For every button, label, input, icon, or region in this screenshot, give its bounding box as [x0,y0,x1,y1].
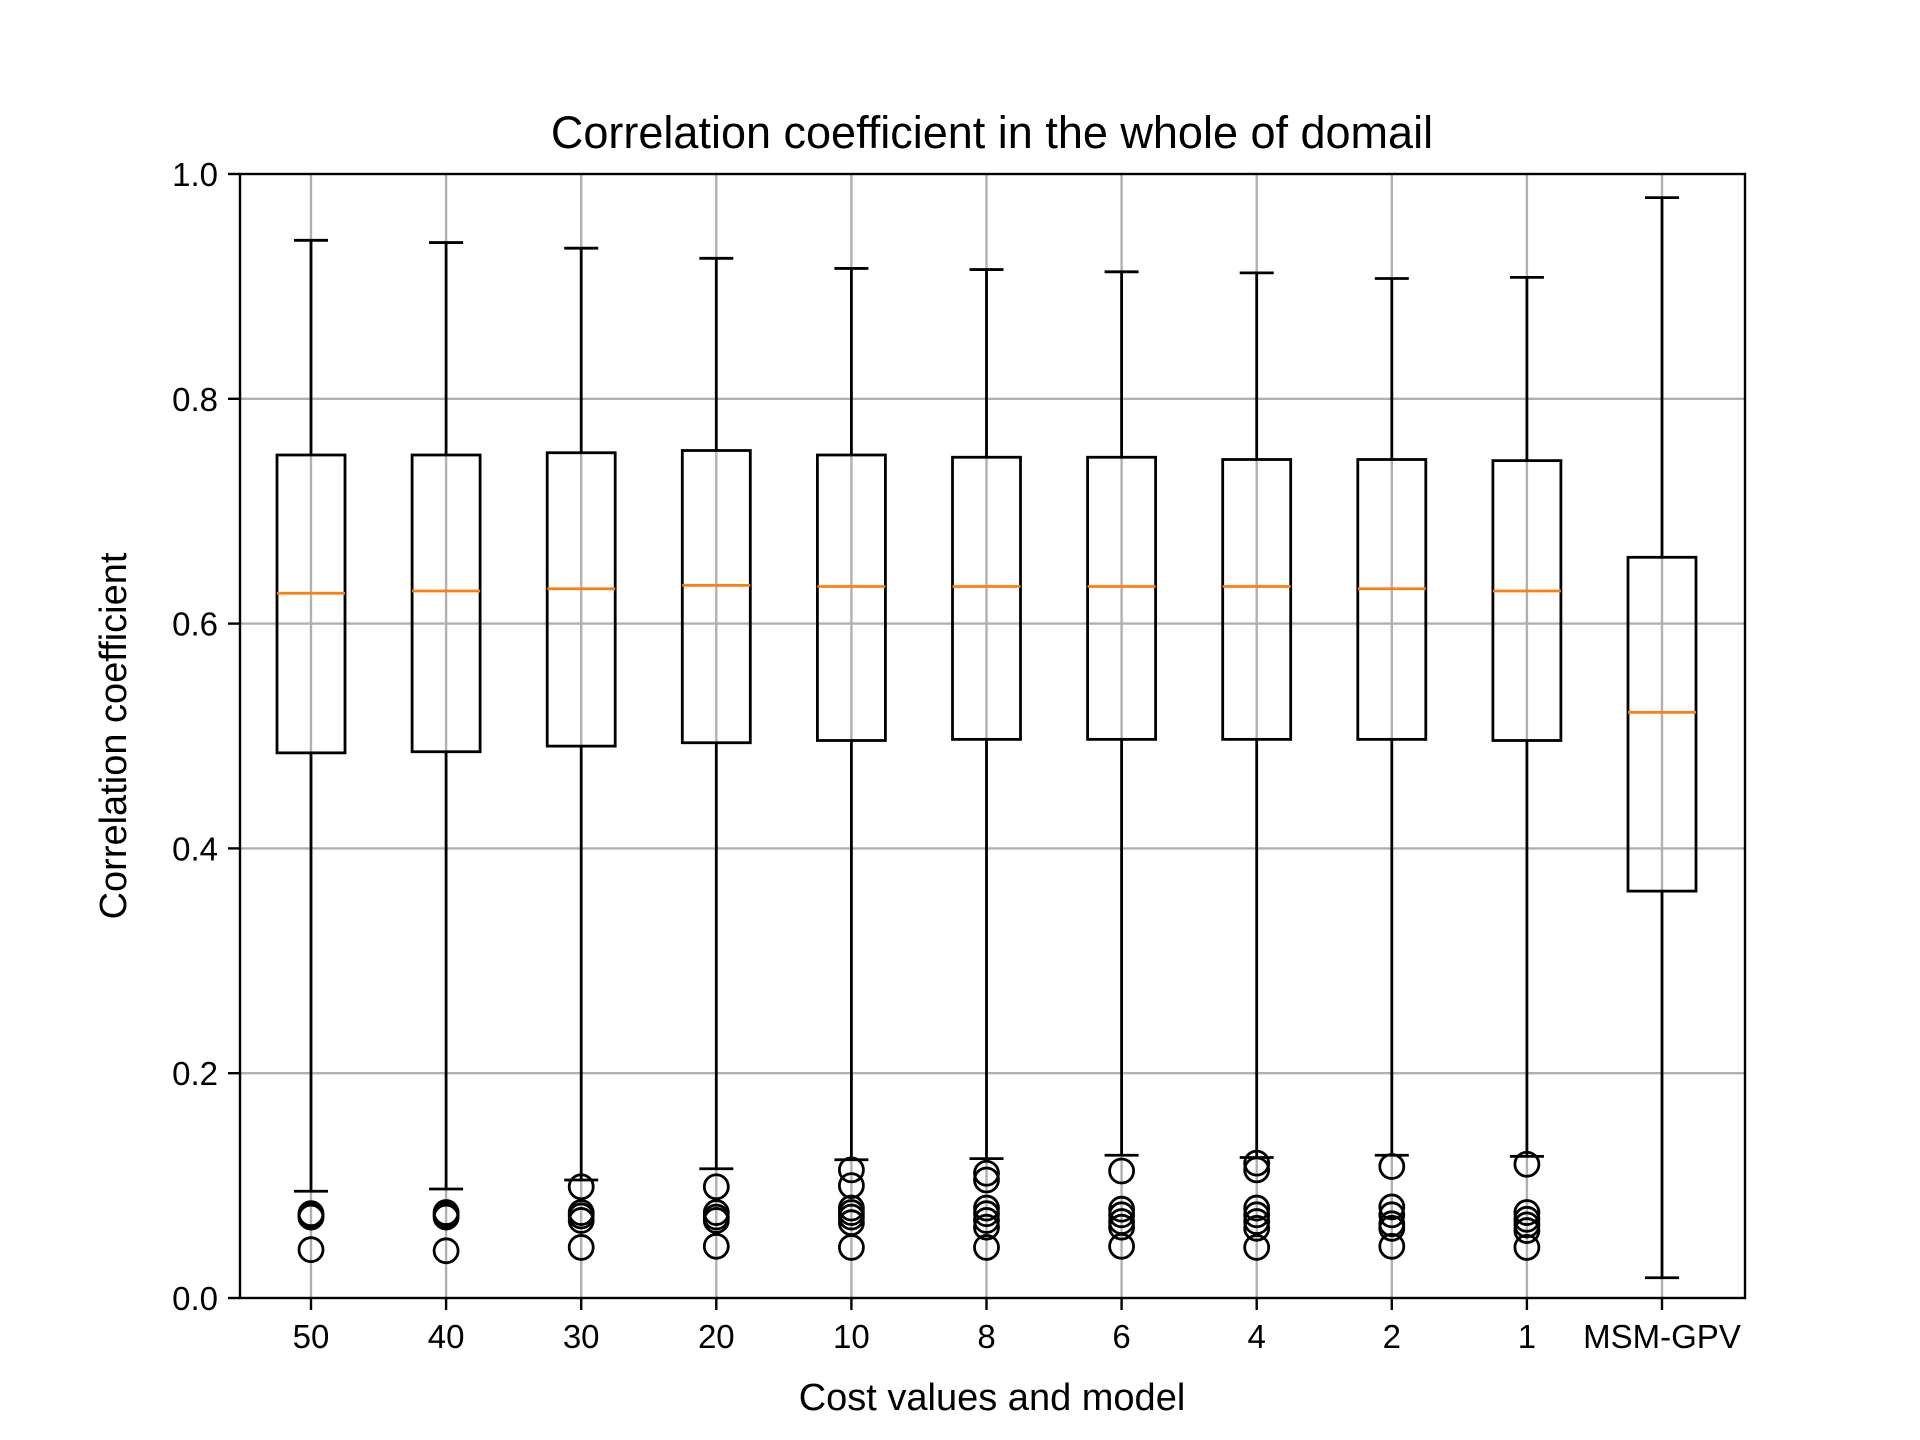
outlier-point [973,1200,1000,1228]
x-tick-label: 20 [698,1318,735,1355]
x-tick-label: 50 [293,1318,330,1355]
x-tick-label: 40 [428,1318,465,1355]
x-axis-label: Cost values and model [799,1377,1186,1419]
y-tick-label: 0.8 [172,381,218,418]
outlier-point [1378,1153,1406,1180]
outlier-point [973,1234,1000,1261]
outlier-point [432,1203,460,1231]
outlier-point [1378,1214,1406,1242]
outlier-point [1243,1208,1271,1235]
box-iqr [951,455,1022,741]
box-group-30 [545,246,617,1261]
box-group-10 [816,267,887,1261]
outlier-point [1108,1213,1135,1241]
outlier-point [432,1237,460,1265]
outlier-point [1513,1150,1541,1178]
y-tick-label: 1.0 [172,156,218,193]
y-tick-label: 0.6 [172,606,218,643]
outlier-point [1513,1217,1541,1244]
outlier-point [1108,1157,1135,1185]
box-iqr [545,451,617,748]
y-tick-label: 0.0 [172,1280,218,1317]
outlier-point [1378,1201,1406,1229]
x-tick-label: 6 [1112,1318,1130,1355]
outlier-point [973,1213,1000,1241]
x-tick-label: 30 [563,1318,600,1355]
box-iqr [410,453,482,754]
outlier-point [1243,1201,1271,1229]
outlier-point [297,1236,325,1264]
outlier-point [1243,1149,1271,1177]
box-group-MSM-GPV [1626,196,1698,1280]
box-iqr [1356,458,1428,741]
box-iqr [1491,459,1563,742]
outlier-point [1108,1232,1135,1260]
outlier-point [1378,1193,1406,1221]
box-iqr [1086,455,1157,741]
x-tick-label: 1 [1518,1318,1536,1355]
plot-frame [238,172,1747,1300]
outlier-point [1243,1156,1271,1184]
outlier-point [1243,1194,1271,1222]
box-iqr [275,453,347,755]
outlier-point [1513,1199,1541,1226]
outlier-point [297,1203,325,1231]
outlier-point [1243,1214,1271,1242]
y-axis-label: Correlation coefficient [93,552,135,919]
box-group-1 [1491,276,1563,1261]
outlier-point [1243,1234,1271,1261]
outlier-point [838,1234,865,1261]
tick-layer: 0.0 0.2 0.4 0.6 0.8 1.0 50 40 30 20 10 8 6 4 2 1 MSM-GPV [172,156,1741,1355]
box-iqr [816,453,887,742]
y-tick-label: 0.2 [172,1055,218,1092]
box-group-20 [680,256,752,1260]
box-group-40 [410,241,482,1265]
outlier-point [1513,1234,1541,1261]
x-tick-label: 4 [1248,1318,1266,1355]
box-iqr [1626,555,1698,893]
x-tick-label: 10 [833,1318,870,1355]
outlier-point [702,1173,730,1201]
outlier-point [973,1166,1000,1194]
y-tick-label: 0.4 [172,830,218,867]
outlier-point [973,1207,1000,1234]
x-tick-label: MSM-GPV [1583,1318,1741,1355]
outlier-point [567,1173,595,1201]
outlier-point [838,1156,865,1184]
box-group-4 [1221,271,1293,1261]
outlier-point [702,1207,730,1234]
box-group-2 [1356,277,1428,1260]
x-tick-label: 2 [1383,1318,1401,1355]
outlier-point [567,1207,595,1234]
outlier-point [973,1159,1000,1187]
box-layer [275,196,1698,1280]
outlier-point [702,1232,730,1260]
box-iqr [680,449,752,745]
box-group-8 [951,268,1022,1261]
outlier-point [1108,1201,1135,1229]
outlier-point [838,1172,865,1199]
outlier-point [1378,1232,1406,1260]
box-group-6 [1086,270,1157,1260]
chart-title: Correlation coefficient in the whole of … [551,107,1433,158]
box-iqr [1221,458,1293,741]
outlier-point [567,1234,595,1261]
x-tick-label: 8 [977,1318,995,1355]
box-group-50 [275,238,347,1264]
